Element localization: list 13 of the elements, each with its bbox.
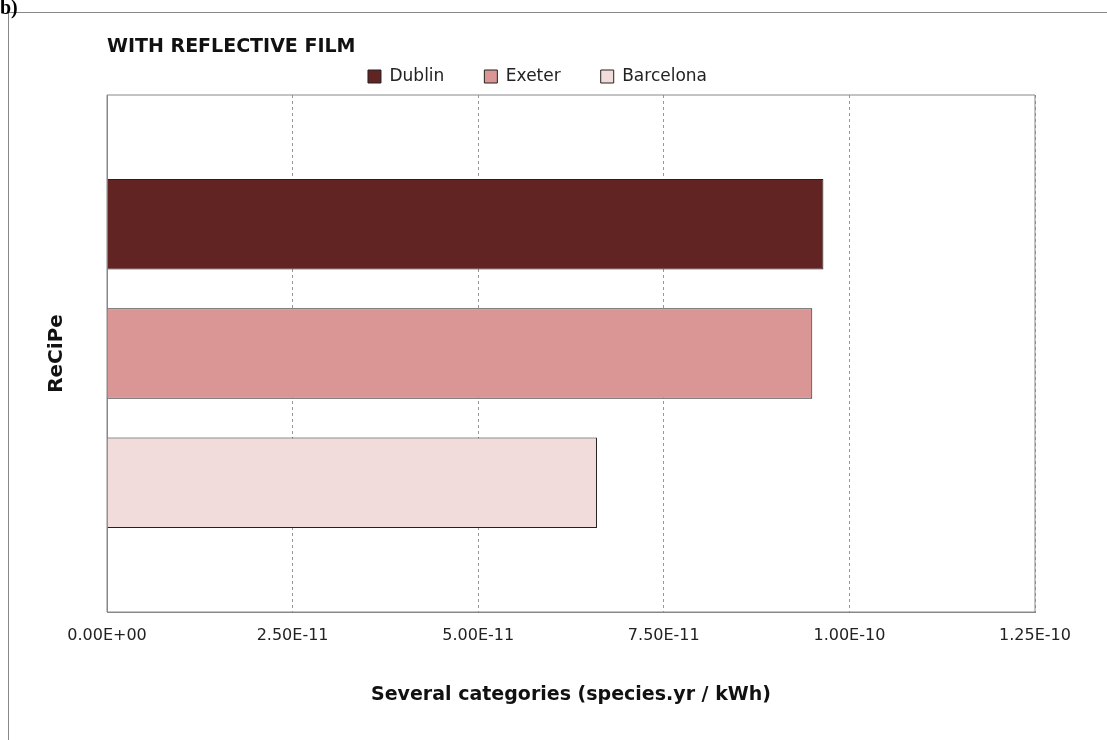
x-tick-label: 0.00E+00 bbox=[67, 624, 147, 644]
chart-title: WITH REFLECTIVE FILM bbox=[107, 34, 356, 56]
x-tick-label: 1.25E-10 bbox=[999, 624, 1071, 644]
legend-label: Exeter bbox=[505, 64, 561, 85]
legend-label: Dublin bbox=[389, 64, 445, 85]
y-tick-label: ReCiPe bbox=[43, 314, 68, 393]
x-tick-label: 1.00E-10 bbox=[813, 624, 886, 644]
legend-label: Barcelona bbox=[622, 64, 708, 85]
x-axis-title: Several categories (species.yr / kWh) bbox=[371, 681, 771, 704]
x-tick-label: 7.50E-11 bbox=[627, 624, 700, 644]
x-tick-label: 5.00E-11 bbox=[442, 624, 515, 644]
text: b) bbox=[0, 0, 18, 19]
x-tick-label: 2.50E-11 bbox=[256, 624, 329, 644]
